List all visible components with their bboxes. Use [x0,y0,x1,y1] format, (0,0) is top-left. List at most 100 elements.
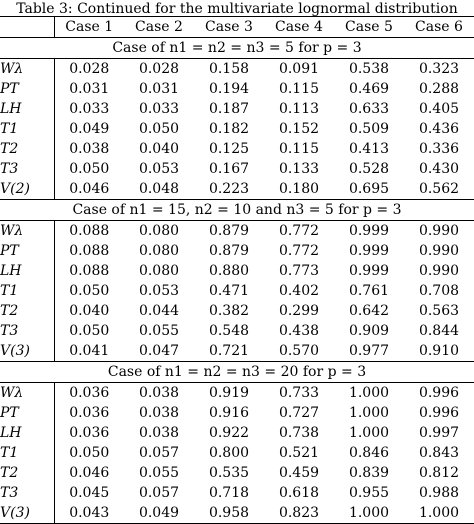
table-cell-case2: 0.044 [138,303,180,319]
statistic-label: Wλ [0,58,55,79]
table-cell-case3: 0.167 [208,161,250,177]
table-cell-case2: 0.080 [138,263,180,279]
table-row: PT 0.031 0.031 0.194 0.115 0.469 0.288 [0,79,474,99]
table-row: T3 0.045 0.057 0.718 0.618 0.955 0.988 [0,483,474,503]
statistic-label: T3 [0,321,55,341]
table-row: T3 0.050 0.055 0.548 0.438 0.909 0.844 [0,321,474,341]
table-cell-case1: 0.088 [69,263,110,279]
table-cell-case6: 1.000 [404,503,474,524]
results-table: Case 1 Case 2 Case 3 Case 4 Case 5 Case … [0,16,474,524]
table-cell-case1: 0.045 [69,485,110,501]
table-cell-case1: 0.036 [69,425,110,441]
table-row: V(2) 0.046 0.048 0.223 0.180 0.695 0.562 [0,179,474,200]
header-cell-label [0,16,55,38]
statistic-label: V(3) [0,341,55,362]
table-cell-case5: 0.633 [348,101,390,117]
table-cell-case3: 0.721 [208,343,250,359]
table-cell-case1: 0.043 [54,503,124,524]
table-cell-case3: 0.800 [208,445,250,461]
table-cell-case2: 0.038 [138,425,180,441]
table-cell-case2: 0.038 [138,405,180,421]
table-cell-case5: 0.469 [348,81,390,97]
table-cell-case4: 0.459 [278,465,320,481]
table-cell-case4: 0.773 [278,263,320,279]
table-cell-case1: 0.031 [69,81,110,97]
table-cell-case2: 0.048 [138,181,180,197]
table-cell-case1: 0.036 [69,385,110,401]
statistic-label: T3 [0,159,55,179]
table-cell-case2: 0.038 [138,385,180,401]
table-cell-case3: 0.919 [208,385,250,401]
table-cell-case2: 0.028 [138,61,180,77]
section-heading-row: Case of n1 = n2 = n3 = 20 for p = 3 [0,361,474,383]
table-cell-case6: 0.910 [418,343,460,359]
table-cell-case1: 0.049 [69,121,110,137]
statistic-label: PT [0,241,55,261]
table-cell-case5: 0.999 [348,263,390,279]
table-caption: Table 3: Continued for the multivariate … [16,1,458,17]
table-cell-case6: 0.988 [418,485,460,501]
table-cell-case2: 0.031 [138,81,180,97]
table-row: T2 0.038 0.040 0.125 0.115 0.413 0.336 [0,139,474,159]
table-cell-case3: 0.879 [208,223,250,239]
table-cell-case1: 0.050 [69,283,110,299]
table-cell-case5: 0.977 [348,343,390,359]
table-row: T1 0.049 0.050 0.182 0.152 0.509 0.436 [0,119,474,139]
statistic-label: Wλ [0,220,55,241]
statistic-label: Wλ [0,382,55,403]
table-cell-case4: 0.733 [278,385,320,401]
table-cell-case1: 0.088 [69,223,110,239]
table-cell-case3: 0.718 [208,485,250,501]
table-cell-case6: 0.843 [418,445,460,461]
table-cell-case2: 0.053 [138,161,180,177]
table-cell-case3: 0.958 [194,503,264,524]
table-cell-case3: 0.194 [208,81,250,97]
header-cell-case4: Case 4 [264,16,334,38]
table-cell-case5: 0.999 [348,243,390,259]
table-cell-case5: 0.761 [348,283,390,299]
statistic-label: T1 [0,443,55,463]
statistic-label: LH [0,261,55,281]
table-cell-case4: 0.152 [278,121,320,137]
table-cell-case4: 0.133 [278,161,320,177]
table-cell-case3: 0.187 [208,101,250,117]
statistic-label: T2 [0,301,55,321]
table-cell-case4: 0.299 [278,303,320,319]
table-cell-case2: 0.050 [138,121,180,137]
table-cell-case6: 0.996 [418,385,460,401]
table-cell-case4: 0.115 [278,141,320,157]
statistic-label: PT [0,403,55,423]
table-cell-case4: 0.727 [278,405,320,421]
table-cell-case6: 0.288 [418,81,460,97]
table-cell-case1: 0.041 [69,343,110,359]
table-cell-case1: 0.050 [69,161,110,177]
table-cell-case2: 0.057 [138,445,180,461]
statistic-label: T3 [0,483,55,503]
statistic-label: LH [0,423,55,443]
table-row: T1 0.050 0.053 0.471 0.402 0.761 0.708 [0,281,474,301]
table-cell-case6: 0.708 [418,283,460,299]
table-cell-case6: 0.563 [418,303,460,319]
table-cell-case2: 0.080 [138,243,180,259]
table-cell-case4: 0.823 [264,503,334,524]
table-cell-case6: 0.997 [418,425,460,441]
table-row: LH 0.088 0.080 0.880 0.773 0.999 0.990 [0,261,474,281]
section-heading: Case of n1 = 15, n2 = 10 and n3 = 5 for … [0,199,474,221]
statistic-label: V(3) [0,503,55,524]
table-cell-case3: 0.548 [208,323,250,339]
table-cell-case1: 0.033 [69,101,110,117]
table-cell-case5: 1.000 [348,385,390,401]
table-cell-case2: 0.049 [124,503,194,524]
table-cell-case2: 0.080 [138,223,180,239]
section-heading-row: Case of n1 = 15, n2 = 10 and n3 = 5 for … [0,199,474,221]
table-cell-case3: 0.158 [208,61,250,77]
section-heading: Case of n1 = n2 = n3 = 5 for p = 3 [0,37,474,59]
table-cell-case5: 0.846 [348,445,390,461]
table-cell-case3: 0.223 [208,181,250,197]
table-cell-case1: 0.046 [69,181,110,197]
table-cell-case2: 0.053 [138,283,180,299]
table-cell-case6: 0.996 [418,405,460,421]
table-cell-case6: 0.430 [418,161,460,177]
table-cell-case4: 0.091 [278,61,320,77]
